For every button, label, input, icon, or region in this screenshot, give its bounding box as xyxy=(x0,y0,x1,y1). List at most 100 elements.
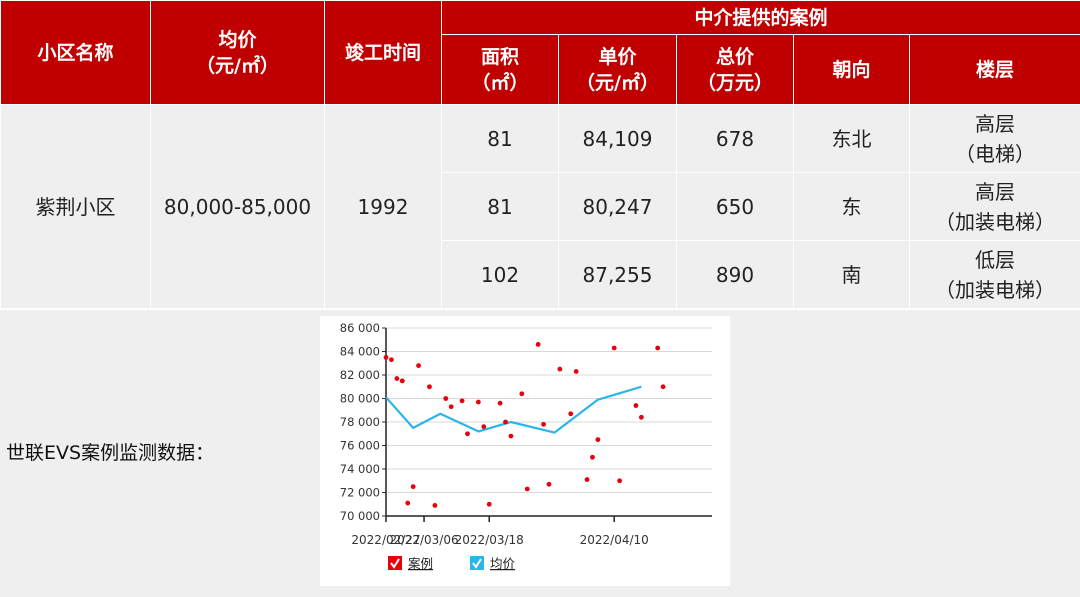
case-point xyxy=(459,398,465,404)
header-unit-price-line1: 单价 xyxy=(598,45,637,68)
case-point xyxy=(519,391,525,397)
header-unit-price-line2: （元/㎡） xyxy=(576,71,659,94)
header-agent-cases: 中介提供的案例 xyxy=(440,0,1080,35)
y-tick-label: 72 000 xyxy=(340,486,380,500)
cell-floor-line2: （加装电梯） xyxy=(935,277,1056,302)
scatter-chart: 70 000 72 000 74 000 76 000 78 000 80 000 82 0… xyxy=(340,321,712,571)
table-row: 102 87,255 890 南 低层 （加装电梯） xyxy=(1,240,1080,309)
case-point xyxy=(394,376,400,381)
cell-floor-line1: 高层 xyxy=(975,179,1016,204)
case-point xyxy=(497,400,503,406)
case-point xyxy=(443,396,449,401)
monitor-label: 世联EVS案例监测数据： xyxy=(6,442,215,464)
header-area-line1: 面积 xyxy=(480,45,519,68)
case-point xyxy=(448,404,454,410)
y-tick-label: 74 000 xyxy=(340,462,380,476)
y-tick-label: 76 000 xyxy=(340,439,380,453)
case-point xyxy=(584,477,590,482)
y-tick-label: 78 000 xyxy=(340,415,380,429)
y-tick-label: 80 000 xyxy=(340,392,380,406)
case-point xyxy=(475,399,481,405)
header-community-name: 小区名称 xyxy=(0,0,151,105)
case-point xyxy=(541,421,546,427)
cell-floor-line1: 高层 xyxy=(975,111,1016,136)
cell-floor-line1: 低层 xyxy=(975,247,1016,272)
case-point xyxy=(568,411,574,417)
x-tick-label: 2022/03/06 xyxy=(389,533,458,547)
header-floor: 楼层 xyxy=(908,34,1080,105)
case-point xyxy=(389,357,394,363)
table-row: 紫荆小区 80,000-85,000 1992 81 84,109 678 东北… xyxy=(0,104,1080,309)
legend-checkbox-avg xyxy=(470,556,484,570)
legend-label: 均价 xyxy=(490,556,516,571)
case-point xyxy=(590,454,595,460)
case-point xyxy=(432,503,438,508)
cell-unit-price: 80,247 xyxy=(558,172,677,241)
cell-total: 678 xyxy=(676,104,794,173)
header-avg-price-line1: 均价 xyxy=(218,28,257,51)
avg-price-line xyxy=(385,385,642,434)
check-icon xyxy=(472,558,482,569)
cell-orientation: 南 xyxy=(793,240,910,309)
header-completion: 竣工时间 xyxy=(324,0,442,105)
cell-floor-line2: （加装电梯） xyxy=(935,209,1056,234)
case-point xyxy=(611,345,617,351)
header-area-line2: （㎡） xyxy=(471,71,529,94)
header-total-price-line1: 总价 xyxy=(715,45,754,68)
cell-community: 紫荆小区 xyxy=(0,104,151,309)
case-point xyxy=(535,342,541,347)
case-point xyxy=(638,414,644,420)
header-area: 面积 （㎡） xyxy=(441,34,559,105)
case-point xyxy=(617,478,623,484)
case-point xyxy=(410,484,416,490)
case-point xyxy=(416,363,421,368)
y-tick-label: 70 000 xyxy=(340,509,380,523)
y-tick-label: 82 000 xyxy=(340,368,380,382)
case-point xyxy=(508,433,514,439)
cell-total: 650 xyxy=(676,172,794,241)
check-icon xyxy=(390,558,400,569)
cell-area: 81 xyxy=(441,104,559,173)
cell-orientation: 东 xyxy=(793,172,910,241)
table-row: 81 80,247 650 东 高层 （加装电梯） xyxy=(1,172,1080,241)
cell-floor: 高层 （加装电梯） xyxy=(908,172,1080,241)
case-point xyxy=(383,354,389,360)
x-tick-label: 2022/02/27 xyxy=(351,533,420,547)
header-avg-price: 均价 （元/㎡） xyxy=(150,0,325,105)
header-total-price-line2: （万元） xyxy=(696,71,773,94)
header-total-price: 总价 （万元） xyxy=(676,34,794,105)
case-point xyxy=(573,369,579,374)
case-point xyxy=(481,424,487,430)
x-tick-label: 2022/03/18 xyxy=(455,533,524,547)
case-point xyxy=(660,384,666,390)
case-point xyxy=(524,486,530,492)
y-tick-label: 84 000 xyxy=(340,345,380,359)
case-point xyxy=(465,431,470,437)
case-point xyxy=(546,481,552,487)
cell-avg-price: 80,000-85,000 xyxy=(150,104,325,309)
header-orientation: 朝向 xyxy=(793,34,910,105)
legend-checkbox-case xyxy=(388,556,402,570)
cell-floor: 低层 （加装电梯） xyxy=(908,240,1080,309)
case-point xyxy=(405,500,411,506)
legend-label: 案例 xyxy=(408,556,433,571)
case-point xyxy=(595,437,601,443)
x-tick-label: 2022/04/10 xyxy=(580,533,649,547)
cell-unit-price: 84,109 xyxy=(558,104,677,173)
cell-orientation: 东北 xyxy=(793,104,910,173)
case-point xyxy=(557,366,563,372)
case-point xyxy=(399,378,405,384)
cell-area: 81 xyxy=(441,172,559,241)
case-point xyxy=(633,403,639,408)
cell-total: 890 xyxy=(676,240,794,309)
case-point xyxy=(427,384,432,390)
header-unit-price: 单价 （元/㎡） xyxy=(558,34,677,105)
cell-floor: 高层 （电梯） xyxy=(908,104,1080,173)
case-point xyxy=(655,345,661,351)
y-tick-label: 86 000 xyxy=(340,321,380,335)
case-point xyxy=(486,501,492,507)
case-point xyxy=(503,419,508,425)
chart-panel: 70 000 72 000 74 000 76 000 78 000 80 000 82 0… xyxy=(320,316,730,586)
cell-floor-line2: （电梯） xyxy=(955,141,1036,166)
